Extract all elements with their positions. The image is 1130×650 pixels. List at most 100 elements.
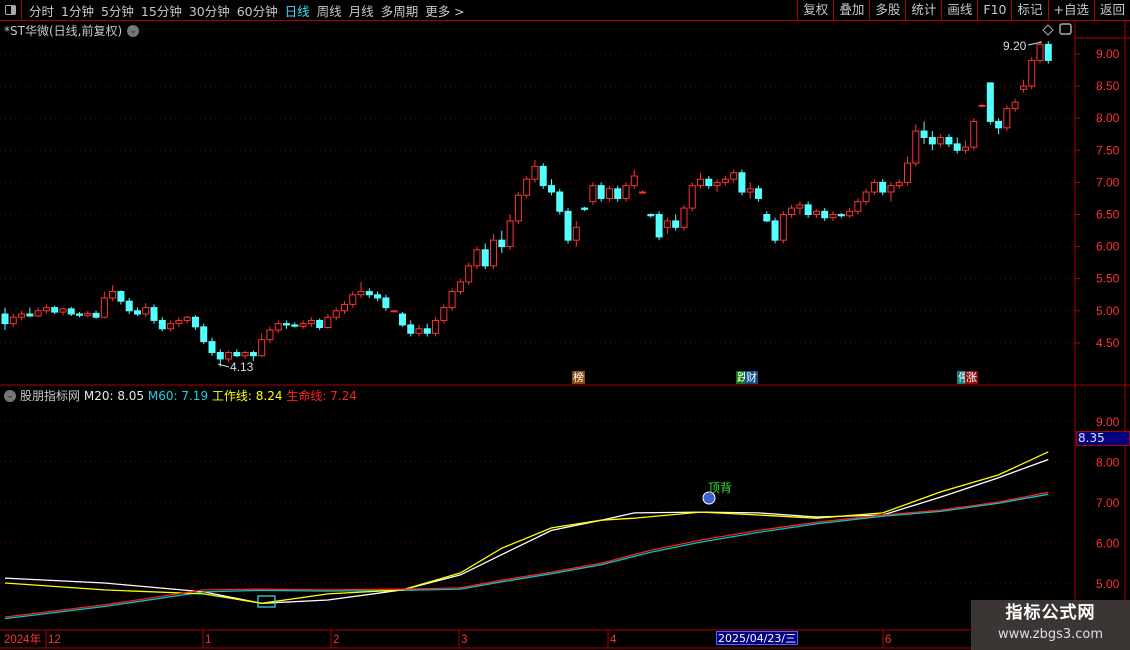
candle-up	[605, 188, 613, 199]
price-tick-label: 9.00	[1096, 47, 1120, 61]
price-tick-label: 8.00	[1096, 111, 1120, 125]
candle-up	[340, 303, 348, 312]
toolbar: 分时 1分钟 5分钟 15分钟 30分钟 60分钟 日线 周线 月线 多周期 更多 > 复权 叠加 多股…	[0, 0, 1130, 21]
candle-up	[639, 191, 647, 194]
candle-down	[283, 323, 291, 326]
candle-down	[125, 300, 133, 312]
chevron-down-icon[interactable]: ⌄	[127, 24, 140, 37]
indicator-tick-label: 5.00	[1096, 577, 1120, 591]
candle-down	[547, 185, 555, 193]
candle-up	[34, 310, 42, 317]
candle-up	[630, 175, 638, 187]
candle-down	[539, 165, 547, 187]
timeframe-tab[interactable]: 日线	[284, 3, 310, 19]
marker-bang[interactable]: 榜	[572, 371, 585, 384]
candle-up	[721, 178, 729, 183]
toolbar-button[interactable]: 复权	[797, 0, 833, 20]
timeframe-tab[interactable]: 更多 >	[425, 3, 465, 19]
candle-down	[763, 214, 771, 222]
candle-down	[365, 291, 373, 296]
candle-down	[754, 188, 762, 199]
candle-down	[995, 120, 1003, 129]
candle-up	[84, 312, 92, 316]
candle-down	[51, 307, 59, 313]
panel-icon	[1059, 23, 1072, 35]
price-tick-label: 7.50	[1096, 143, 1120, 157]
toolbar-button[interactable]: 统计	[905, 0, 941, 20]
toolbar-button[interactable]: +自选	[1047, 0, 1094, 20]
stock-title-row: *ST华微(日线,前复权) ⌄	[4, 22, 140, 39]
candle-down	[804, 204, 812, 215]
candle-down	[920, 130, 928, 138]
timeframe-tab[interactable]: 多周期	[380, 3, 419, 19]
high-price-label: 9.20	[1003, 39, 1027, 53]
candle-down	[92, 312, 100, 318]
candle-up	[970, 120, 978, 148]
candle-down	[191, 316, 199, 328]
candle-down	[614, 188, 622, 199]
candle-down	[655, 214, 663, 238]
candle-up	[307, 319, 315, 325]
candle-up	[241, 352, 249, 357]
candle-up	[531, 165, 539, 180]
toolbar-button[interactable]: F10	[977, 0, 1011, 20]
candle-up	[109, 291, 117, 299]
indicator-tick-label: 9.00	[1096, 415, 1120, 429]
life-line-value: 生命线: 7.24	[286, 389, 357, 403]
candle-up	[9, 316, 17, 325]
toolbar-button[interactable]: 叠加	[833, 0, 869, 20]
candle-up	[862, 191, 870, 203]
timeframe-tab[interactable]: 1分钟	[61, 3, 94, 19]
toolbar-button[interactable]: 返回	[1093, 0, 1130, 20]
candle-up	[829, 214, 837, 219]
timeframe-tab[interactable]: 分时	[29, 3, 55, 19]
candle-up	[415, 328, 423, 334]
candle-up	[779, 214, 787, 241]
signal-box	[257, 595, 276, 608]
candle-up	[456, 281, 464, 293]
candle-up	[225, 352, 233, 360]
diamond-icon	[1042, 24, 1054, 36]
time-axis-label: 3	[461, 634, 467, 646]
current-value-label: 8.35	[1076, 431, 1130, 446]
price-tick-label: 7.00	[1096, 175, 1120, 189]
candle-down	[705, 178, 713, 187]
timeframe-tab[interactable]: 5分钟	[100, 3, 134, 19]
indicator-line-M20	[4, 458, 1049, 604]
chevron-down-icon[interactable]: ⌄	[4, 389, 16, 402]
candle-up	[183, 316, 191, 321]
time-axis-label: 1	[205, 634, 211, 646]
candle-down	[564, 210, 572, 241]
timeframe-tab[interactable]: 周线	[316, 3, 342, 19]
marker-cai[interactable]: 财	[745, 371, 758, 384]
candle-up	[514, 194, 522, 222]
timeframe-tab[interactable]: 60分钟	[236, 3, 278, 19]
cursor-date: 2025/04/23/三	[716, 631, 799, 645]
candle-up	[473, 249, 481, 267]
toolbar-button[interactable]: 画线	[941, 0, 977, 20]
candle-up	[680, 207, 688, 228]
layout-toggle-button[interactable]	[0, 0, 22, 20]
candle-down	[398, 313, 406, 326]
candle-down	[233, 352, 241, 357]
timeframe-tab[interactable]: 15分钟	[140, 3, 182, 19]
candle-up	[332, 310, 340, 318]
toolbar-button[interactable]: 多股	[869, 0, 905, 20]
candle-up	[523, 178, 531, 196]
candle-up	[895, 181, 903, 187]
timeframe-tab[interactable]: 月线	[348, 3, 374, 19]
stock-title: *ST华微(日线,前复权)	[4, 24, 123, 38]
toolbar-button[interactable]: 标记	[1011, 0, 1047, 20]
timeframe-tab[interactable]: 30分钟	[188, 3, 230, 19]
candle-up	[258, 339, 266, 357]
candle-up	[589, 185, 597, 203]
marker-zhang[interactable]: 涨	[965, 371, 978, 384]
candle-up	[167, 323, 175, 330]
candle-up	[1019, 85, 1027, 90]
time-axis-label: 2	[333, 634, 339, 646]
candle-down	[481, 249, 489, 267]
candle-up	[357, 291, 365, 296]
candle-up	[59, 308, 67, 313]
candle-down	[200, 326, 208, 343]
